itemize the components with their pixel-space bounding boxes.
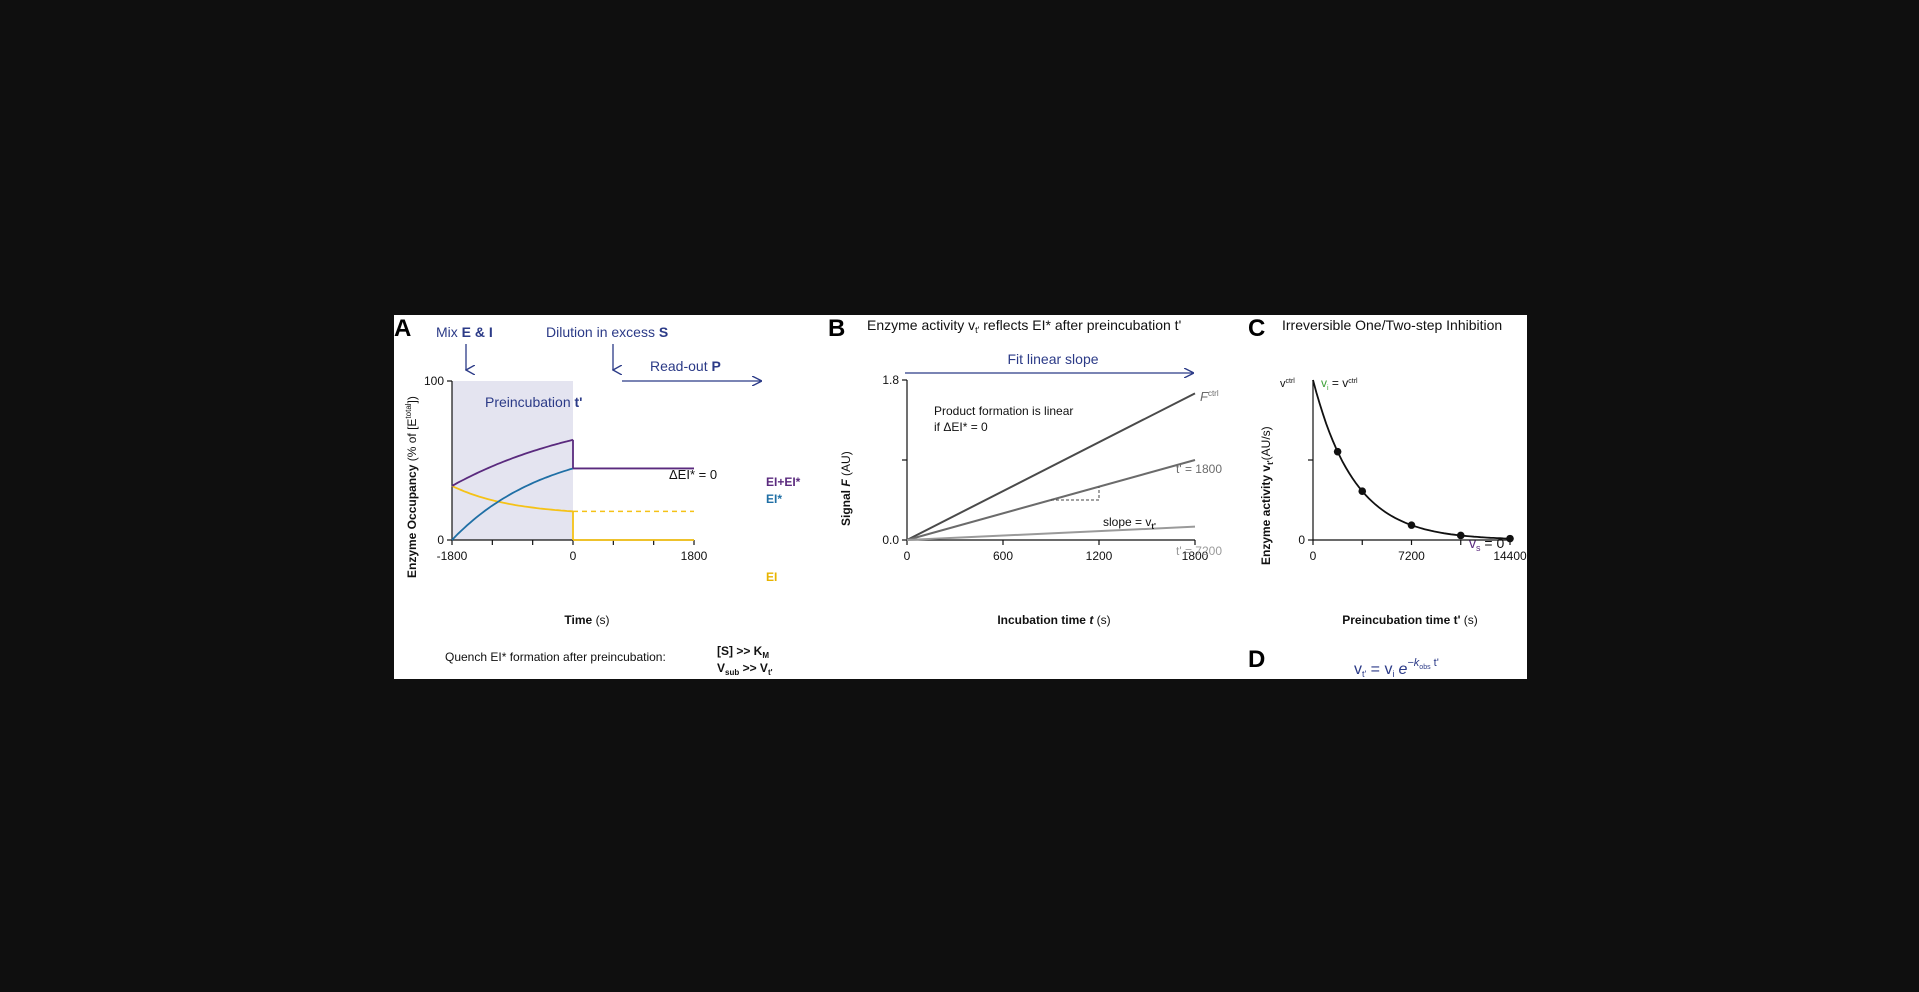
panel-b-x-tick-label: 600 bbox=[993, 549, 1013, 563]
decay-data-point bbox=[1333, 447, 1342, 456]
series-label-ei: EI bbox=[766, 570, 777, 584]
decay-data-point bbox=[1358, 487, 1367, 496]
vi-label: vi = vctrl bbox=[1321, 376, 1358, 392]
panel-d-letter: D bbox=[1248, 646, 1265, 673]
figure-svg: A Mix E & I Dilution in excess S Read-ou… bbox=[394, 315, 1527, 679]
decay-data-point bbox=[1506, 534, 1514, 543]
panel-b-letter: B bbox=[828, 315, 845, 342]
panel-c-xlabel: Preincubation time t' (s) bbox=[1342, 613, 1478, 627]
linear-note-line1: Product formation is linear bbox=[934, 404, 1073, 418]
series-ei-line bbox=[451, 485, 574, 513]
panel-b-y-tick-label: 1.8 bbox=[882, 373, 899, 387]
panel-a-x-tick-label: 0 bbox=[570, 549, 577, 563]
series-ei-star-line bbox=[451, 467, 574, 541]
panel-b-plot: 0.0 1.8 0 600 1200 1800 bbox=[882, 373, 1208, 563]
panel-d: D vt' = vi e−kobs t' bbox=[1248, 646, 1439, 679]
panel-b-title: Enzyme activity vt' reflects EI* after p… bbox=[867, 317, 1181, 335]
panel-a-ylabel: Enzyme Occupancy (% of [Etotal]) bbox=[404, 396, 419, 578]
series-label-t7200: t' = 7200 bbox=[1176, 544, 1222, 558]
decay-fit-curve bbox=[1312, 379, 1511, 540]
series-label-ei-total: EI+EI* bbox=[766, 475, 801, 489]
panel-b-x-tick-label: 1200 bbox=[1086, 549, 1113, 563]
condition-vsub-vt: Vsub >> Vt' bbox=[717, 661, 773, 677]
panel-a-xlabel: Time (s) bbox=[564, 613, 609, 627]
panel-b-ylabel: Signal F (AU) bbox=[839, 451, 853, 526]
panel-c: C Irreversible One/Two-step Inhibition 0… bbox=[1248, 315, 1527, 627]
panel-b: B Enzyme activity vt' reflects EI* after… bbox=[828, 315, 1222, 627]
quench-text: Quench EI* formation after preincubation… bbox=[445, 650, 666, 664]
panel-b-x-tick-label: 1800 bbox=[1182, 549, 1209, 563]
panel-c-title: Irreversible One/Two-step Inhibition bbox=[1282, 317, 1502, 333]
panel-c-y-tick-label: 0 bbox=[1298, 533, 1305, 547]
panel-a: A Mix E & I Dilution in excess S Read-ou… bbox=[394, 315, 801, 677]
panel-c-x-tick-label: 7200 bbox=[1398, 549, 1425, 563]
panel-a-y-tick-label: 0 bbox=[437, 533, 444, 547]
series-label-fctrl: Fctrl bbox=[1200, 389, 1219, 404]
fit-linear-slope-label: Fit linear slope bbox=[1007, 351, 1098, 367]
panel-b-y-tick-label: 0.0 bbox=[882, 533, 899, 547]
panel-c-letter: C bbox=[1248, 315, 1265, 342]
panel-b-x-tick-label: 0 bbox=[904, 549, 911, 563]
condition-s-km: [S] >> KM bbox=[717, 644, 769, 660]
panel-a-x-tick-label: 1800 bbox=[681, 549, 708, 563]
series-label-t1800: t' = 1800 bbox=[1176, 462, 1222, 476]
decay-data-point bbox=[1407, 521, 1416, 529]
figure: A Mix E & I Dilution in excess S Read-ou… bbox=[394, 315, 1527, 679]
preincubation-label: Preincubation t' bbox=[485, 394, 583, 410]
linear-note-line2: if ΔEI* = 0 bbox=[934, 420, 988, 434]
panel-c-x-tick-label: 0 bbox=[1310, 549, 1317, 563]
panel-c-x-tick-label: 14400 bbox=[1493, 549, 1527, 563]
decay-equation: vt' = vi e−kobs t' bbox=[1354, 657, 1439, 679]
panel-a-x-tick-label: -1800 bbox=[437, 549, 468, 563]
mix-label: Mix E & I bbox=[436, 324, 493, 340]
vs-label: vs = 0 bbox=[1469, 535, 1504, 553]
panel-c-ylabel: Enzyme activity vt'(AU/s) bbox=[1259, 426, 1275, 565]
panel-b-xlabel: Incubation time t (s) bbox=[997, 613, 1110, 627]
v-ctrl-label: vctrl bbox=[1280, 378, 1295, 390]
series-t7200-line bbox=[906, 525, 1196, 541]
delta-ei-label: ΔEI* = 0 bbox=[669, 467, 717, 482]
series-ei-total-line bbox=[451, 438, 574, 487]
dilution-label: Dilution in excess S bbox=[546, 324, 668, 340]
decay-data-point bbox=[1456, 531, 1465, 540]
series-fctrl-line bbox=[906, 392, 1196, 541]
panel-a-plot: 0 100 -1800 0 1800 bbox=[424, 374, 708, 563]
slope-triangle bbox=[1051, 486, 1100, 501]
readout-label: Read-out P bbox=[650, 358, 721, 374]
panel-a-letter: A bbox=[394, 315, 411, 342]
preincubation-shade bbox=[452, 381, 573, 540]
panel-c-plot: 00 7200 14400 bbox=[1298, 379, 1527, 563]
panel-a-y-tick-label: 100 bbox=[424, 374, 444, 388]
slope-label: slope = vt' bbox=[1103, 515, 1156, 531]
series-label-ei-star: EI* bbox=[766, 492, 782, 506]
